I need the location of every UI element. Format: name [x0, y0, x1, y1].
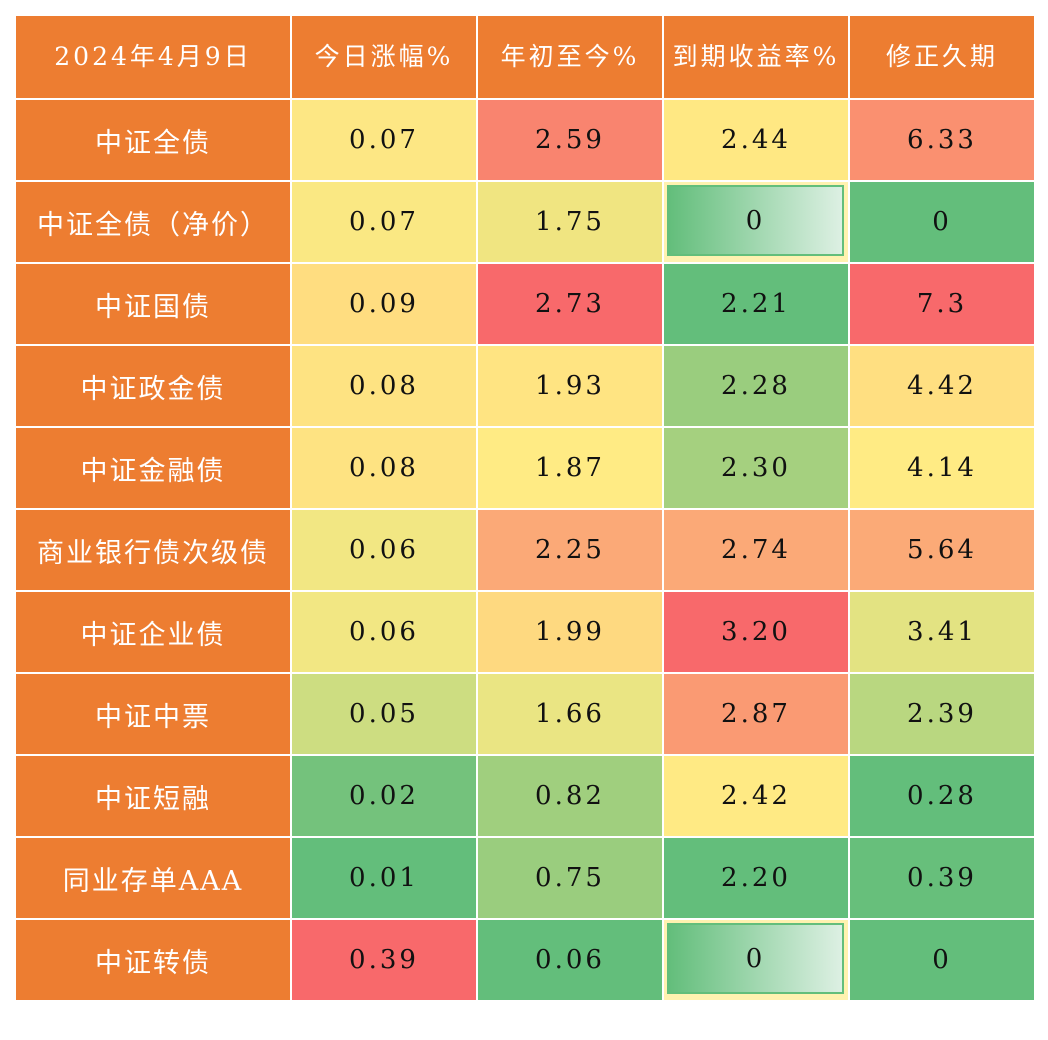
cell-daily-change: 0.08: [290, 426, 478, 510]
table-row: 商业银行债次级债 0.06 2.25 2.74 5.64: [14, 508, 1036, 592]
cell-daily-change: 0.07: [290, 98, 478, 182]
table-row: 中证短融 0.02 0.82 2.42 0.28: [14, 754, 1036, 838]
cell-ytm: 0: [662, 180, 850, 264]
cell-daily-change: 0.09: [290, 262, 478, 346]
header-ytd: 年初至今%: [476, 14, 664, 100]
cell-ytm: 2.21: [662, 262, 850, 346]
cell-ytd: 1.87: [476, 426, 664, 510]
cell-daily-change: 0.08: [290, 344, 478, 428]
bond-index-table: 2024年4月9日 今日涨幅% 年初至今% 到期收益率% 修正久期 中证全债 0.…: [14, 14, 1036, 1002]
header-modified-duration: 修正久期: [848, 14, 1036, 100]
cell-modified-duration: 5.64: [848, 508, 1036, 592]
data-bar: 0: [667, 923, 844, 994]
cell-ytd: 0.75: [476, 836, 664, 920]
cell-modified-duration: 0.28: [848, 754, 1036, 838]
row-label: 中证中票: [14, 672, 292, 756]
cell-ytm: 2.87: [662, 672, 850, 756]
cell-ytm: 2.44: [662, 98, 850, 182]
cell-modified-duration: 7.3: [848, 262, 1036, 346]
cell-ytm: 3.20: [662, 590, 850, 674]
row-label: 中证短融: [14, 754, 292, 838]
cell-ytd: 2.59: [476, 98, 664, 182]
cell-modified-duration: 6.33: [848, 98, 1036, 182]
cell-modified-duration: 0.39: [848, 836, 1036, 920]
cell-modified-duration: 4.14: [848, 426, 1036, 510]
row-label: 中证金融债: [14, 426, 292, 510]
cell-daily-change: 0.02: [290, 754, 478, 838]
cell-ytm: 2.28: [662, 344, 850, 428]
data-bar: 0: [667, 185, 844, 256]
cell-ytd: 2.25: [476, 508, 664, 592]
cell-modified-duration: 3.41: [848, 590, 1036, 674]
row-label: 中证国债: [14, 262, 292, 346]
cell-modified-duration: 2.39: [848, 672, 1036, 756]
cell-value: 0: [745, 205, 766, 236]
header-row: 2024年4月9日 今日涨幅% 年初至今% 到期收益率% 修正久期: [14, 14, 1036, 100]
cell-ytd: 1.66: [476, 672, 664, 756]
cell-daily-change: 0.06: [290, 508, 478, 592]
table-row: 中证中票 0.05 1.66 2.87 2.39: [14, 672, 1036, 756]
cell-daily-change: 0.05: [290, 672, 478, 756]
table-row: 中证全债 0.07 2.59 2.44 6.33: [14, 98, 1036, 182]
cell-ytm: 2.30: [662, 426, 850, 510]
header-ytm: 到期收益率%: [662, 14, 850, 100]
cell-ytd: 0.82: [476, 754, 664, 838]
header-daily-change: 今日涨幅%: [290, 14, 478, 100]
table-row: 同业存单AAA 0.01 0.75 2.20 0.39: [14, 836, 1036, 920]
table-row: 中证转债 0.39 0.06 0 0: [14, 918, 1036, 1002]
cell-ytd: 1.93: [476, 344, 664, 428]
cell-ytm: 2.74: [662, 508, 850, 592]
cell-daily-change: 0.06: [290, 590, 478, 674]
row-label: 中证企业债: [14, 590, 292, 674]
cell-ytm: 0: [662, 918, 850, 1002]
row-label: 中证转债: [14, 918, 292, 1002]
cell-value: 0: [745, 943, 766, 974]
row-label: 中证政金债: [14, 344, 292, 428]
cell-daily-change: 0.01: [290, 836, 478, 920]
row-label: 商业银行债次级债: [14, 508, 292, 592]
header-date: 2024年4月9日: [14, 14, 292, 100]
cell-modified-duration: 0: [848, 918, 1036, 1002]
cell-ytd: 1.99: [476, 590, 664, 674]
row-label: 同业存单AAA: [14, 836, 292, 920]
table-row: 中证政金债 0.08 1.93 2.28 4.42: [14, 344, 1036, 428]
table-row: 中证国债 0.09 2.73 2.21 7.3: [14, 262, 1036, 346]
cell-ytm: 2.20: [662, 836, 850, 920]
cell-daily-change: 0.07: [290, 180, 478, 264]
table-row: 中证企业债 0.06 1.99 3.20 3.41: [14, 590, 1036, 674]
table-row: 中证全债（净价） 0.07 1.75 0 0: [14, 180, 1036, 264]
cell-modified-duration: 4.42: [848, 344, 1036, 428]
row-label: 中证全债（净价）: [14, 180, 292, 264]
cell-ytd: 0.06: [476, 918, 664, 1002]
cell-daily-change: 0.39: [290, 918, 478, 1002]
cell-ytm: 2.42: [662, 754, 850, 838]
table-row: 中证金融债 0.08 1.87 2.30 4.14: [14, 426, 1036, 510]
row-label: 中证全债: [14, 98, 292, 182]
cell-modified-duration: 0: [848, 180, 1036, 264]
cell-ytd: 1.75: [476, 180, 664, 264]
cell-ytd: 2.73: [476, 262, 664, 346]
